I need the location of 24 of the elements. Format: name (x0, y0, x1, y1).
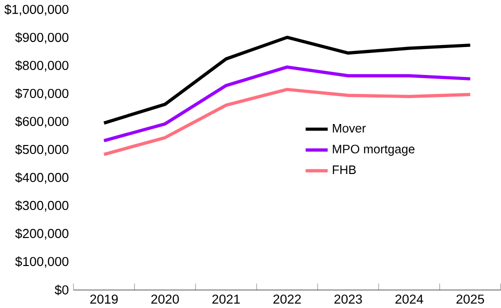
y-tick-label: $800,000 (15, 60, 68, 72)
y-tick-label: $600,000 (15, 116, 68, 128)
legend-label: Mover (332, 124, 366, 133)
line-series (102, 65, 472, 142)
y-tick-label: $500,000 (15, 144, 68, 156)
line-series (102, 88, 472, 156)
y-tick-label: $400,000 (15, 172, 68, 184)
x-tick-label: 2019 (90, 294, 118, 304)
y-tick-label: $200,000 (15, 228, 68, 240)
y-tick-label: $900,000 (15, 32, 68, 44)
line-series (102, 36, 472, 125)
y-tick-label: $300,000 (15, 200, 68, 212)
legend-label: FHB (332, 166, 356, 174)
y-tick-label: $0 (54, 284, 68, 296)
x-tick-label: 2023 (334, 294, 362, 304)
y-tick-label: $1,000,000 (4, 4, 68, 16)
x-tick-label: 2024 (395, 294, 424, 304)
y-tick-label: $100,000 (15, 256, 68, 268)
y-tick-label: $700,000 (15, 88, 68, 100)
legend-label: MPO mortgage (332, 144, 414, 156)
x-tick-label: 2021 (212, 294, 240, 304)
x-tick-label: 2025 (456, 294, 484, 304)
x-tick-label: 2020 (151, 294, 179, 304)
x-tick-label: 2022 (273, 294, 301, 304)
